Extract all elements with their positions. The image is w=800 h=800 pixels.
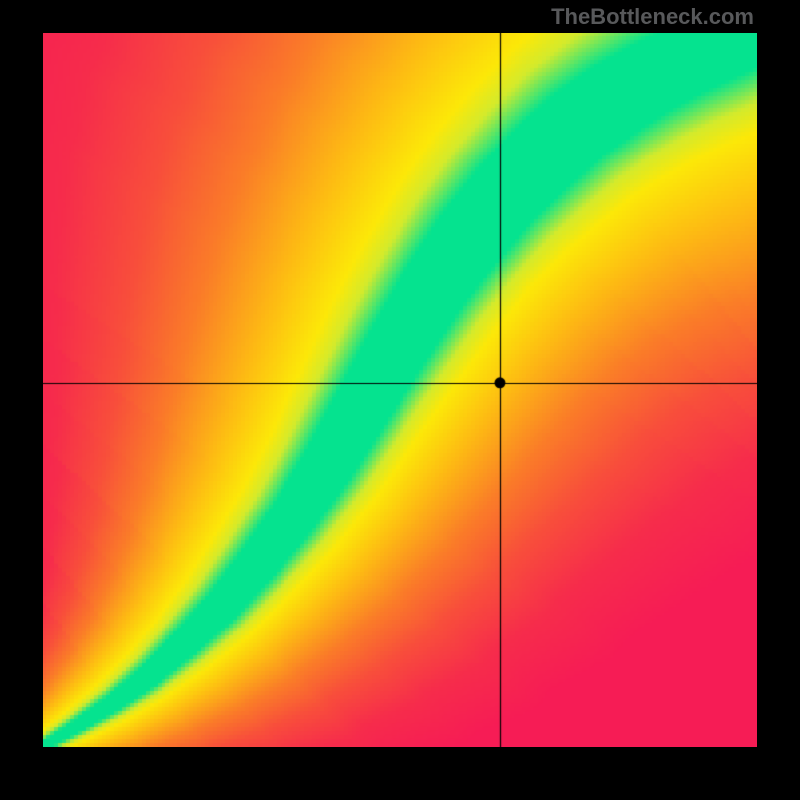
bottleneck-heatmap xyxy=(43,33,757,747)
watermark-text: TheBottleneck.com xyxy=(551,4,754,30)
